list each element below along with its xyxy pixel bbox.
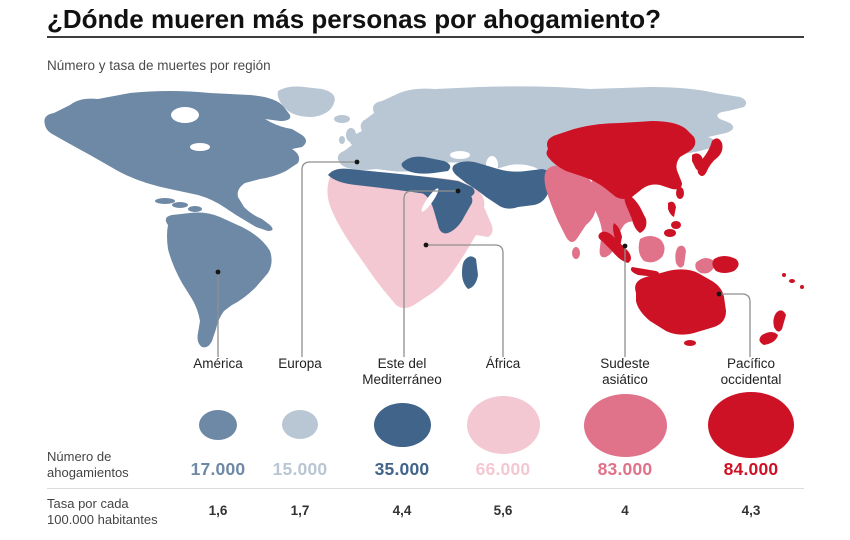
region-bubble-america <box>199 410 237 440</box>
caribbean-island <box>155 198 175 204</box>
region-label-line: Sudeste <box>600 356 650 371</box>
page-title: ¿Dónde mueren más personas por ahogamien… <box>47 4 661 34</box>
sri-lanka <box>572 247 580 259</box>
map-region-new-zealand-north <box>773 310 786 332</box>
region-label-pacifico-occidental: Pacífico occidental <box>676 356 826 388</box>
region-label-line: África <box>485 356 521 371</box>
map-region-iran-pakistan <box>452 161 553 209</box>
rate-row-label-line: Tasa por cada <box>47 496 129 511</box>
region-label-este-mediterraneo: Este del Mediterráneo <box>327 356 477 388</box>
map-region-turkey <box>401 156 451 174</box>
region-label-line: América <box>193 356 243 371</box>
region-label-europa: Europa <box>225 356 375 372</box>
region-bubble-europa <box>282 410 318 439</box>
map-region-java <box>630 267 659 277</box>
red-sea <box>421 188 439 212</box>
map-region-europe-russia <box>337 86 747 175</box>
deaths-row-label-line: Número de <box>47 449 112 464</box>
deaths-row-label-line: ahogamientos <box>47 465 129 480</box>
philippines-island <box>671 221 681 229</box>
map-region-borneo <box>638 236 665 263</box>
taiwan <box>676 187 684 199</box>
rate-value-sudeste-asiatico: 4 <box>621 503 629 518</box>
map-region-north-america <box>44 91 307 231</box>
anchor-dot-africa <box>423 242 429 248</box>
great-lakes <box>190 143 210 151</box>
rate-row-label: Tasa por cada 100.000 habitantes <box>47 496 158 528</box>
map-region-west-new-guinea <box>695 258 715 274</box>
rate-value-africa: 5,6 <box>493 503 513 518</box>
map-region-greenland <box>277 86 335 117</box>
map-region-madagascar <box>462 256 478 289</box>
tasmania <box>684 340 696 346</box>
leader-line-africa <box>426 244 504 357</box>
region-label-sudeste-asiatico: Sudeste asiático <box>550 356 700 388</box>
pacific-island <box>789 279 795 283</box>
region-bubble-este-mediterraneo <box>374 403 431 447</box>
map-region-south-america <box>165 212 272 348</box>
deaths-value-pacifico-occidental: 84.000 <box>723 459 779 479</box>
rate-row-label-line: 100.000 habitantes <box>47 512 158 527</box>
region-bubble-africa <box>467 396 540 454</box>
anchor-dot-sudeste-asiatico <box>622 243 628 249</box>
hudson-bay <box>171 107 199 123</box>
anchor-dot-america <box>215 269 221 275</box>
map-region-japan <box>697 138 723 176</box>
map-region-india <box>544 165 596 242</box>
region-label-line: asiático <box>602 372 648 387</box>
ireland <box>339 136 345 144</box>
leader-line-este-mediterraneo <box>403 190 458 357</box>
anchor-dot-este-mediterraneo <box>455 188 461 194</box>
deaths-value-africa: 66.000 <box>475 459 531 479</box>
map-region-australia <box>635 269 726 335</box>
map-region-east-new-guinea <box>712 256 739 273</box>
deaths-value-america: 17.000 <box>190 459 246 479</box>
pacific-island <box>782 273 786 277</box>
deaths-row-label: Número de ahogamientos <box>47 449 129 481</box>
anchor-dot-pacifico-occidental <box>716 291 722 297</box>
region-label-line: occidental <box>720 372 782 387</box>
map-region-malaysia <box>613 223 622 247</box>
map-region-china <box>546 121 696 199</box>
rows-divider <box>47 488 804 489</box>
caribbean-island <box>188 206 202 212</box>
region-label-line: Pacífico <box>726 356 776 371</box>
world-map-svg <box>44 86 804 357</box>
region-label-america: América <box>143 356 293 372</box>
pacific-island <box>800 285 804 289</box>
deaths-value-europa: 15.000 <box>272 459 328 479</box>
leader-line-pacifico-occidental <box>719 293 751 357</box>
deaths-value-este-mediterraneo: 35.000 <box>374 459 430 479</box>
map-region-new-zealand-south <box>759 332 778 345</box>
region-bubble-sudeste-asiatico <box>584 394 667 457</box>
map-region-philippines <box>668 201 676 217</box>
map-region-vietnam <box>624 193 647 233</box>
anchor-dot-europa <box>354 159 360 165</box>
deaths-value-sudeste-asiatico: 83.000 <box>597 459 653 479</box>
region-label-line: Europa <box>278 356 322 371</box>
region-label-line: Este del <box>377 356 427 371</box>
world-map <box>40 85 850 358</box>
caribbean-island <box>172 202 188 208</box>
black-sea <box>450 151 470 159</box>
rate-value-este-mediterraneo: 4,4 <box>392 503 412 518</box>
region-bubble-pacifico-occidental <box>708 392 794 458</box>
iceland <box>334 115 350 123</box>
region-label-africa: África <box>428 356 578 372</box>
page-subtitle: Número y tasa de muertes por región <box>47 58 271 73</box>
title-rule <box>47 36 804 38</box>
leader-line-europa <box>301 161 357 357</box>
region-label-line: Mediterráneo <box>362 372 442 387</box>
map-region-sumatra <box>598 231 631 263</box>
rate-value-europa: 1,7 <box>290 503 310 518</box>
map-region-sulawesi <box>675 245 686 268</box>
rate-value-america: 1,6 <box>208 503 228 518</box>
rate-value-pacifico-occidental: 4,3 <box>741 503 761 518</box>
philippines-island <box>664 229 676 237</box>
